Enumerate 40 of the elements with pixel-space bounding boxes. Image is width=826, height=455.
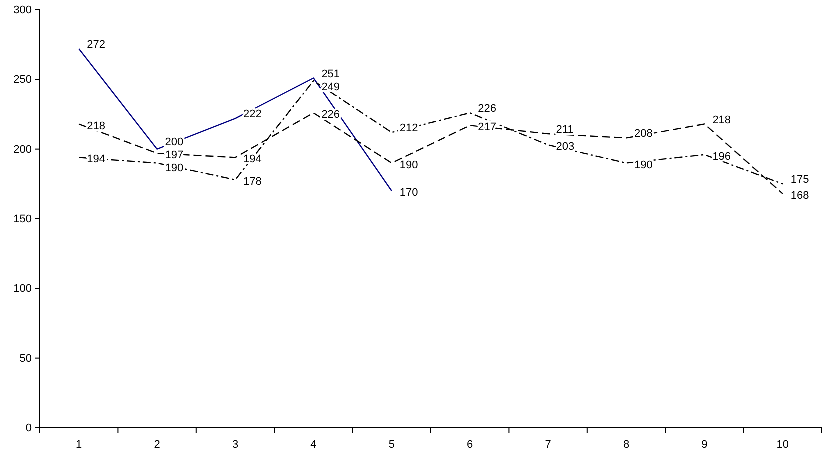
line-series — [78, 48, 392, 192]
data-label: 196 — [712, 150, 732, 163]
data-label: 218 — [87, 120, 106, 132]
data-label: 190 — [400, 159, 418, 172]
x-tick-label: 4 — [310, 438, 317, 451]
data-label: 178 — [244, 176, 262, 188]
data-label: 190 — [165, 162, 184, 174]
y-tick-label: 250 — [14, 74, 32, 86]
data-label: 168 — [790, 190, 810, 202]
x-tick-label: 1 — [76, 438, 82, 451]
data-label: 226 — [478, 103, 496, 116]
data-label: 190 — [634, 159, 653, 172]
y-tick-label: 200 — [14, 144, 32, 156]
data-label: 217 — [478, 122, 496, 134]
data-label: 251 — [322, 68, 340, 80]
data-label: 203 — [556, 141, 575, 154]
x-tick-label: 3 — [232, 438, 239, 451]
data-label: 226 — [322, 109, 340, 122]
y-tick-label: 100 — [14, 283, 32, 296]
x-tick-label: 2 — [154, 438, 160, 451]
data-label: 194 — [87, 154, 106, 166]
x-tick-label: 7 — [545, 438, 552, 451]
x-tick-label: 5 — [388, 438, 395, 451]
y-tick-label: 0 — [26, 422, 32, 435]
data-label: 197 — [165, 149, 184, 162]
x-tick-label: 6 — [467, 438, 474, 451]
y-tick-label: 300 — [14, 4, 32, 17]
data-label: 170 — [400, 187, 418, 200]
data-label: 175 — [790, 174, 810, 186]
x-tick-label: 9 — [702, 438, 708, 451]
data-label: 211 — [556, 124, 574, 136]
data-label: 194 — [244, 154, 262, 166]
data-label: 222 — [244, 108, 262, 121]
x-tick-label: 10 — [776, 438, 790, 451]
y-tick-label: 50 — [20, 352, 32, 365]
data-label: 272 — [87, 39, 106, 52]
x-tick-label: 8 — [623, 438, 630, 451]
data-label: 218 — [712, 114, 732, 126]
y-tick-label: 150 — [14, 214, 32, 226]
data-label: 249 — [322, 81, 340, 94]
